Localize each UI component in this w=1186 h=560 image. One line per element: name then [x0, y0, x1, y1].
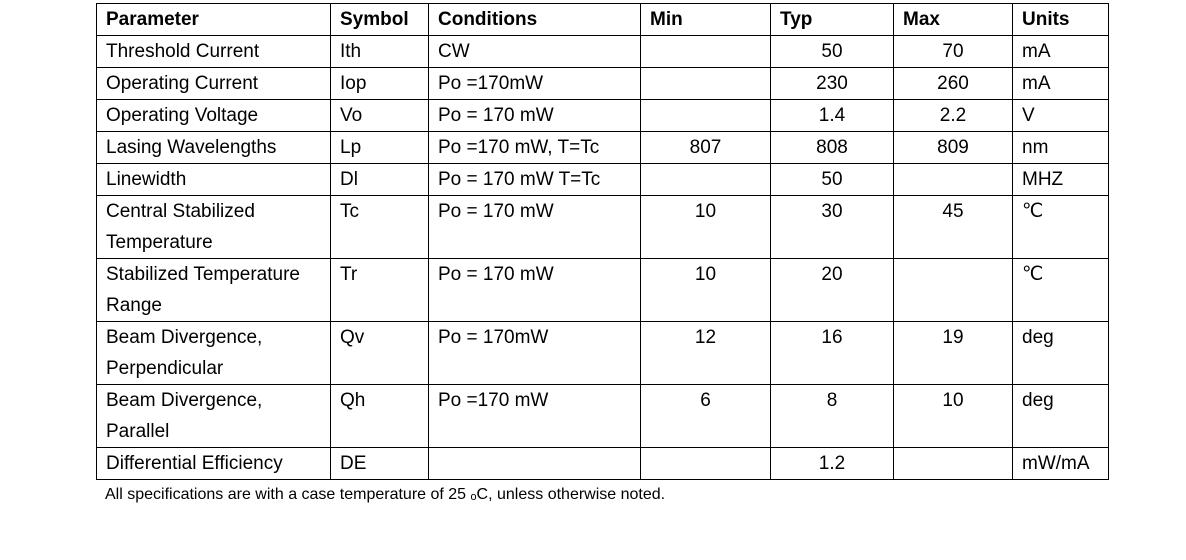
cell-typ: 30 — [770, 195, 894, 259]
cell-min: 10 — [640, 195, 771, 259]
cell-parameter: Lasing Wavelengths — [96, 131, 331, 164]
specifications-table: Parameter Symbol Conditions Min Typ Max Units … — [96, 3, 1109, 480]
table-row: Lasing Wavelengths Lp Po =170 mW, T=Tc 807 8… — [96, 131, 1109, 164]
column-header: Typ — [770, 3, 894, 36]
cell-max — [893, 163, 1013, 196]
cell-min — [640, 163, 771, 196]
cell-units: ℃ — [1012, 258, 1109, 322]
cell-min — [640, 67, 771, 100]
cell-min: 12 — [640, 321, 771, 385]
table-row: Differential Efficiency DE 1.2 mW/mA — [96, 447, 1109, 480]
cell-units: nm — [1012, 131, 1109, 164]
table-row: Beam Divergence, Perpendicular Qv Po = 170… — [96, 321, 1109, 385]
cell-parameter: Operating Current — [96, 67, 331, 100]
cell-conditions: Po = 170 mW — [428, 99, 641, 132]
cell-symbol: Qh — [330, 384, 429, 448]
cell-conditions: CW — [428, 35, 641, 68]
cell-typ: 8 — [770, 384, 894, 448]
column-header: Symbol — [330, 3, 429, 36]
cell-conditions: Po =170 mW, T=Tc — [428, 131, 641, 164]
cell-units: mW/mA — [1012, 447, 1109, 480]
cell-parameter: Beam Divergence, Parallel — [96, 384, 331, 448]
column-header: Max — [893, 3, 1013, 36]
cell-units: mA — [1012, 67, 1109, 100]
cell-parameter: Differential Efficiency — [96, 447, 331, 480]
cell-symbol: Vo — [330, 99, 429, 132]
cell-parameter: Operating Voltage — [96, 99, 331, 132]
cell-parameter: Central Stabilized Temperature — [96, 195, 331, 259]
cell-conditions: Po = 170 mW T=Tc — [428, 163, 641, 196]
column-header: Units — [1012, 3, 1109, 36]
cell-parameter: Linewidth — [96, 163, 331, 196]
cell-max: 809 — [893, 131, 1013, 164]
cell-symbol: Tc — [330, 195, 429, 259]
cell-min: 10 — [640, 258, 771, 322]
cell-symbol: Ith — [330, 35, 429, 68]
column-header: Min — [640, 3, 771, 36]
cell-max: 70 — [893, 35, 1013, 68]
column-header: Parameter — [96, 3, 331, 36]
cell-symbol: DE — [330, 447, 429, 480]
cell-conditions: Po =170mW — [428, 67, 641, 100]
cell-units: ℃ — [1012, 195, 1109, 259]
cell-conditions: Po = 170mW — [428, 321, 641, 385]
table-row: Operating Voltage Vo Po = 170 mW 1.4 2.2 V — [96, 99, 1109, 132]
cell-parameter: Beam Divergence, Perpendicular — [96, 321, 331, 385]
table-row: Operating Current Iop Po =170mW 230 260 mA — [96, 67, 1109, 100]
cell-max — [893, 258, 1013, 322]
column-header: Conditions — [428, 3, 641, 36]
cell-min — [640, 35, 771, 68]
cell-units: deg — [1012, 321, 1109, 385]
cell-max: 260 — [893, 67, 1013, 100]
cell-typ: 50 — [770, 35, 894, 68]
cell-conditions: Po = 170 mW — [428, 258, 641, 322]
cell-conditions — [428, 447, 641, 480]
cell-max: 2.2 — [893, 99, 1013, 132]
cell-typ: 230 — [770, 67, 894, 100]
cell-typ: 1.4 — [770, 99, 894, 132]
cell-units: V — [1012, 99, 1109, 132]
cell-conditions: Po =170 mW — [428, 384, 641, 448]
cell-symbol: Tr — [330, 258, 429, 322]
table-row: Stabilized Temperature Range Tr Po = 170 m… — [96, 258, 1109, 322]
table-row: Threshold Current Ith CW 50 70 mA — [96, 35, 1109, 68]
cell-max: 45 — [893, 195, 1013, 259]
cell-typ: 1.2 — [770, 447, 894, 480]
cell-conditions: Po = 170 mW — [428, 195, 641, 259]
cell-max: 10 — [893, 384, 1013, 448]
cell-units: deg — [1012, 384, 1109, 448]
cell-min — [640, 447, 771, 480]
table-row: Linewidth Dl Po = 170 mW T=Tc 50 MHZ — [96, 163, 1109, 196]
table-header-row: Parameter Symbol Conditions Min Typ Max Units — [96, 3, 1109, 36]
cell-parameter: Threshold Current — [96, 35, 331, 68]
cell-parameter: Stabilized Temperature Range — [96, 258, 331, 322]
footnote: All specifications are with a case tempe… — [105, 486, 666, 503]
cell-symbol: Qv — [330, 321, 429, 385]
table-row: Beam Divergence, Parallel Qh Po =170 mW 6 8 1… — [96, 384, 1109, 448]
cell-typ: 50 — [770, 163, 894, 196]
cell-symbol: Lp — [330, 131, 429, 164]
cell-symbol: Iop — [330, 67, 429, 100]
cell-units: mA — [1012, 35, 1109, 68]
cell-max: 19 — [893, 321, 1013, 385]
cell-min: 6 — [640, 384, 771, 448]
cell-typ: 808 — [770, 131, 894, 164]
cell-min — [640, 99, 771, 132]
cell-typ: 20 — [770, 258, 894, 322]
cell-max — [893, 447, 1013, 480]
cell-units: MHZ — [1012, 163, 1109, 196]
cell-typ: 16 — [770, 321, 894, 385]
table-row: Central Stabilized Temperature Tc Po = 170… — [96, 195, 1109, 259]
cell-symbol: Dl — [330, 163, 429, 196]
cell-min: 807 — [640, 131, 771, 164]
